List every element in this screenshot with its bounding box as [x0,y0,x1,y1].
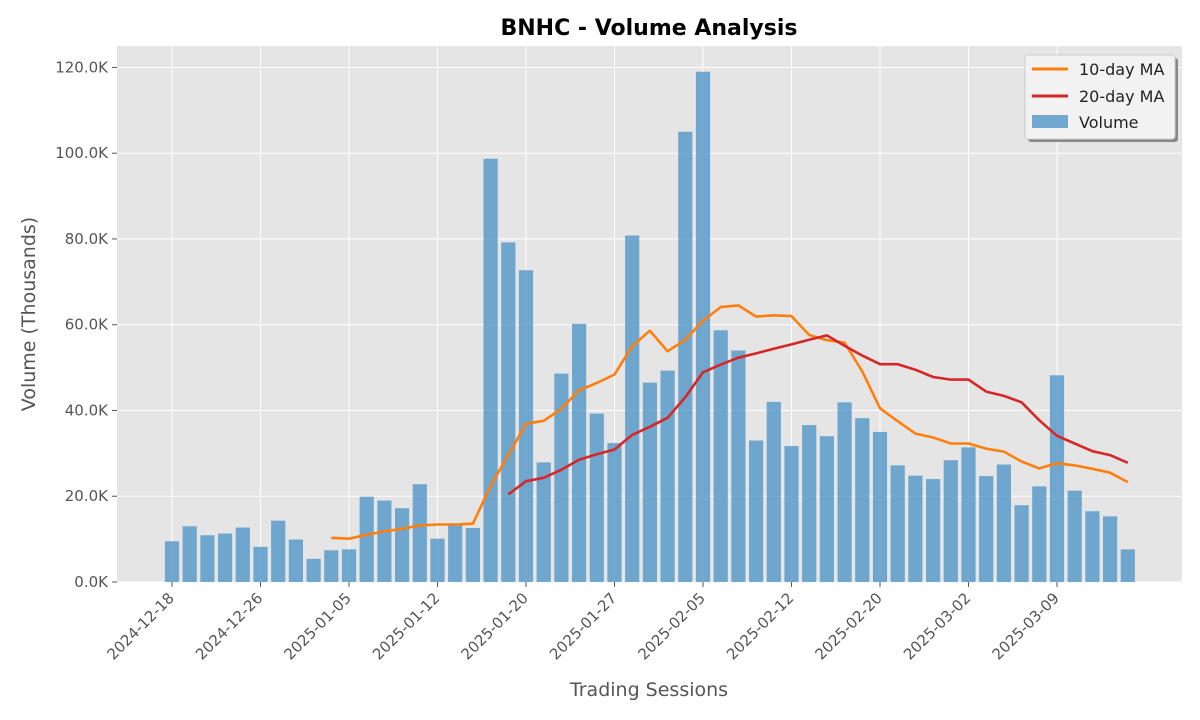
volume-bar [819,436,834,582]
volume-bar [483,158,498,582]
y-tick-label: 100.0K [55,144,109,162]
volume-bar [1067,490,1082,582]
y-tick-label: 60.0K [65,316,109,334]
volume-bar [1032,486,1047,582]
legend-label-10-day-ma: 10-day MA [1079,60,1164,79]
y-tick-label: 40.0K [65,401,109,419]
volume-bar [572,323,587,582]
y-tick-label: 80.0K [65,230,109,248]
x-tick-label: 2025-02-12 [723,589,797,663]
legend-label-20-day-ma: 20-day MA [1079,87,1164,106]
volume-bar [589,413,604,582]
x-tick-label: 2025-01-20 [457,589,531,663]
10-day-ma-line [331,304,1129,541]
volume-bar [961,447,976,582]
volume-bar [642,382,657,582]
volume-bar [536,462,551,582]
x-tick-label: 2025-01-05 [280,589,354,663]
line-layer [331,304,1129,541]
x-tick-label: 2025-02-05 [634,589,708,663]
volume-bar [855,418,870,582]
volume-bar [678,131,693,582]
volume-bar [430,538,445,582]
x-tick-label: 2025-02-20 [811,589,885,663]
volume-bar [996,464,1011,582]
x-tick-label: 2025-01-12 [369,589,443,663]
volume-bar [1014,505,1029,582]
volume-bar [448,523,463,582]
volume-bar [182,526,197,582]
20-day-ma-line [507,334,1129,496]
volume-bar [872,431,888,582]
x-tick-label: 2025-01-27 [546,589,620,663]
x-tick-label: 2025-03-02 [900,589,974,663]
volume-bar [324,550,339,582]
volume-bar [1120,549,1135,582]
y-tick-label: 20.0K [65,487,109,505]
volume-bar [625,235,640,582]
x-tick-label: 2024-12-18 [103,589,177,663]
volume-bar [1085,511,1100,582]
volume-bar [253,546,268,582]
volume-bar [979,476,994,582]
volume-bar [607,443,622,582]
volume-bar [837,402,852,582]
volume-bar [695,71,711,582]
legend-label-volume: Volume [1079,113,1139,132]
volume-bar [306,558,321,582]
y-tick-label: 120.0K [55,58,109,76]
volume-bar [359,496,374,582]
legend-swatch-volume [1032,115,1068,128]
volume-bar [412,484,427,582]
x-axis-label: Trading Sessions [569,679,728,701]
volume-bar [784,446,799,582]
legend: 10-day MA 20-day MA Volume [1024,54,1178,142]
volume-bar [288,539,303,582]
volume-bar [1049,375,1065,582]
volume-bar [908,475,923,582]
volume-bar [235,527,250,582]
volume-bar [731,350,746,582]
volume-bar [766,401,781,582]
volume-bar [164,541,180,582]
volume-bar [749,440,764,582]
volume-bar [501,242,516,583]
volume-bar [660,370,675,582]
volume-bar [554,373,569,582]
volume-bar [943,460,958,582]
y-axis-label: Volume (Thousands) [18,217,40,411]
volume-bar [1103,516,1118,582]
chart-title: BNHC - Volume Analysis [501,16,798,41]
volume-bar [200,535,215,582]
volume-bar [802,425,817,582]
volume-bar [465,527,480,582]
volume-bar [271,520,286,582]
volume-bar [218,533,233,582]
volume-bar [890,465,905,582]
x-tick-label: 2025-03-09 [988,589,1062,663]
y-tick-label: 0.0K [74,573,109,591]
volume-bar [926,479,941,582]
volume-bar [395,508,410,582]
x-tick-label: 2024-12-26 [192,589,266,663]
volume-bar [341,549,357,582]
volume-bar [377,500,392,582]
volume-bar [713,330,728,582]
